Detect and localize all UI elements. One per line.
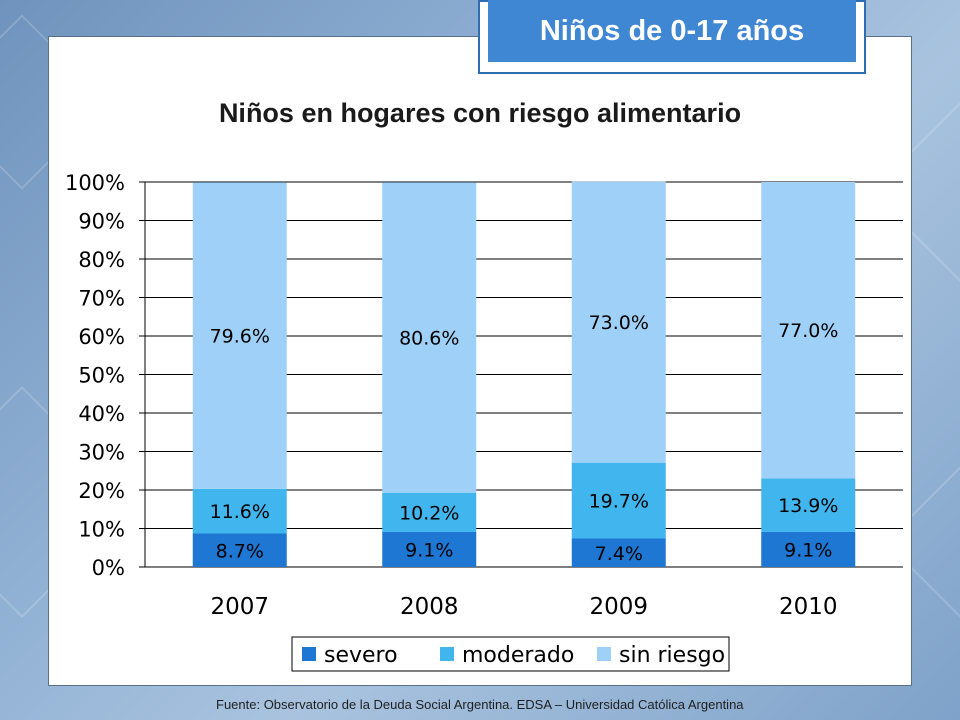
y-tick-label: 10% xyxy=(78,518,125,542)
bar-segment-sin-riesgo xyxy=(761,182,856,479)
data-label: 10.2% xyxy=(399,502,459,524)
data-label: 11.6% xyxy=(210,501,270,523)
bar-segment-severo xyxy=(571,538,666,567)
y-tick-label: 40% xyxy=(78,402,125,426)
y-tick-label: 90% xyxy=(78,210,125,234)
y-tick-label: 30% xyxy=(78,441,125,465)
y-tick-label: 80% xyxy=(78,248,125,272)
y-tick-label: 100% xyxy=(65,171,125,195)
bar-segment-moderado xyxy=(571,462,666,539)
y-tick-label: 50% xyxy=(78,364,125,388)
data-label: 7.4% xyxy=(595,543,643,565)
data-label: 13.9% xyxy=(778,495,838,517)
legend-label: sin riesgo xyxy=(619,643,725,668)
y-tick-label: 20% xyxy=(78,479,125,503)
legend-swatch xyxy=(440,647,454,661)
bar-segment-severo xyxy=(192,533,287,567)
x-category-label: 2007 xyxy=(210,594,269,620)
legend-label: severo xyxy=(324,643,398,668)
chart-title: Niños en hogares con riesgo alimentario xyxy=(218,98,742,128)
bar-segment-moderado xyxy=(192,488,287,534)
source-note: Fuente: Observatorio de la Deuda Social … xyxy=(216,697,744,712)
bar-segment-moderado xyxy=(761,478,856,532)
x-category-label: 2009 xyxy=(589,594,648,620)
data-label: 8.7% xyxy=(216,540,264,562)
y-tick-label: 0% xyxy=(92,556,125,580)
data-label: 9.1% xyxy=(405,539,453,561)
data-label: 9.1% xyxy=(784,539,832,561)
bar-segment-severo xyxy=(761,531,856,567)
y-tick-label: 70% xyxy=(78,287,125,311)
age-group-badge: Niños de 0-17 años xyxy=(488,0,856,62)
legend-label: moderado xyxy=(462,643,574,668)
x-category-label: 2008 xyxy=(400,594,459,620)
y-tick-label: 60% xyxy=(78,325,125,349)
data-label: 80.6% xyxy=(399,328,459,350)
data-label: 73.0% xyxy=(589,312,649,334)
bar-segment-sin-riesgo xyxy=(382,182,477,493)
x-category-label: 2010 xyxy=(779,594,838,620)
data-label: 79.6% xyxy=(210,326,270,348)
legend-swatch xyxy=(597,647,611,661)
legend-swatch xyxy=(302,647,316,661)
bar-segment-moderado xyxy=(382,492,477,532)
data-label: 19.7% xyxy=(589,491,649,513)
data-label: 77.0% xyxy=(778,320,838,342)
bar-segment-sin-riesgo xyxy=(192,182,287,489)
legend-box xyxy=(291,636,730,672)
bar-segment-severo xyxy=(382,531,477,567)
bar-segment-sin-riesgo xyxy=(571,181,666,463)
